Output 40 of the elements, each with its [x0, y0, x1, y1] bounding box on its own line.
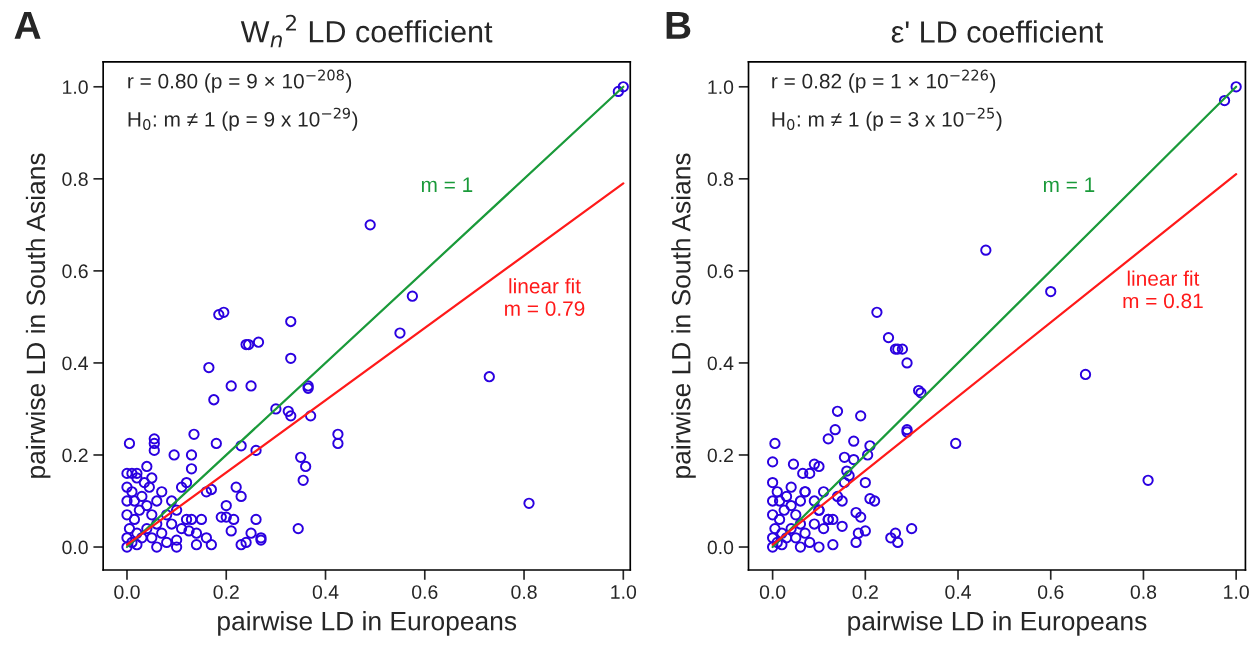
y-tick-label: 0.2: [707, 448, 733, 463]
annotation: H$_{0}$: m ≠ 1 (p = 3 x 10$^{−25}$): [772, 107, 1002, 131]
text: A: [14, 11, 41, 39]
y-tick-label: 1.0: [63, 80, 88, 95]
x-tick-label: 0.2: [213, 585, 239, 599]
y-tick-label: 0.0: [707, 540, 734, 555]
y-tick-label: 0.2: [62, 448, 88, 463]
x-tick-label: 0.2: [852, 585, 878, 599]
y-tick-label: 0.4: [62, 356, 89, 371]
series-label: m = 1: [1043, 177, 1095, 192]
y-tick-label: 0.6: [707, 264, 734, 279]
annotation: H$_{0}$: m ≠ 1 (p = 9 x 10$^{−29}$): [128, 107, 358, 131]
x-tick-label: 0.8: [1130, 585, 1157, 599]
y-tick-label: 1.0: [708, 80, 734, 95]
y-tick-label: 0.8: [707, 172, 734, 187]
text: B: [666, 11, 691, 39]
y-tick-label: 0.0: [62, 540, 88, 555]
x-axis-title: pairwise LD in Europeans: [848, 611, 1147, 636]
y-axis-title: pairwise LD in South Asians: [671, 153, 696, 478]
annotation: r = 0.82 (p = 1 × 10$^{−226}$): [772, 69, 996, 93]
x-tick-label: 1.0: [1224, 585, 1249, 599]
annotation: r = 0.80 (p = 9 × 10$^{−208}$): [128, 69, 352, 93]
y-tick-label: 0.4: [707, 356, 734, 371]
series-label: linear fit m = 0.79: [505, 278, 585, 316]
y-tick-label: 0.8: [62, 172, 88, 187]
series-label: linear fit m = 0.81: [1123, 270, 1203, 309]
x-tick-label: 0.4: [945, 585, 971, 599]
chart-title: W$_{n}$$^{2}$ LD coefficient: [240, 14, 493, 48]
x-tick-label: 0.6: [1037, 585, 1064, 599]
x-tick-label: 0.4: [312, 585, 339, 599]
x-tick-label: 1.0: [611, 585, 637, 599]
x-axis-title: pairwise LD in Europeans: [218, 611, 517, 636]
x-tick-label: 0.0: [114, 585, 140, 599]
x-tick-label: 0.0: [759, 585, 786, 599]
y-axis-title: pairwise LD in South Asians: [25, 153, 51, 478]
x-tick-label: 0.8: [511, 585, 537, 599]
x-tick-label: 0.6: [412, 585, 438, 599]
chart-title: ε' LD coefficient: [891, 20, 1104, 43]
series-label: m = 1: [421, 177, 473, 192]
y-tick-label: 0.6: [62, 264, 88, 279]
